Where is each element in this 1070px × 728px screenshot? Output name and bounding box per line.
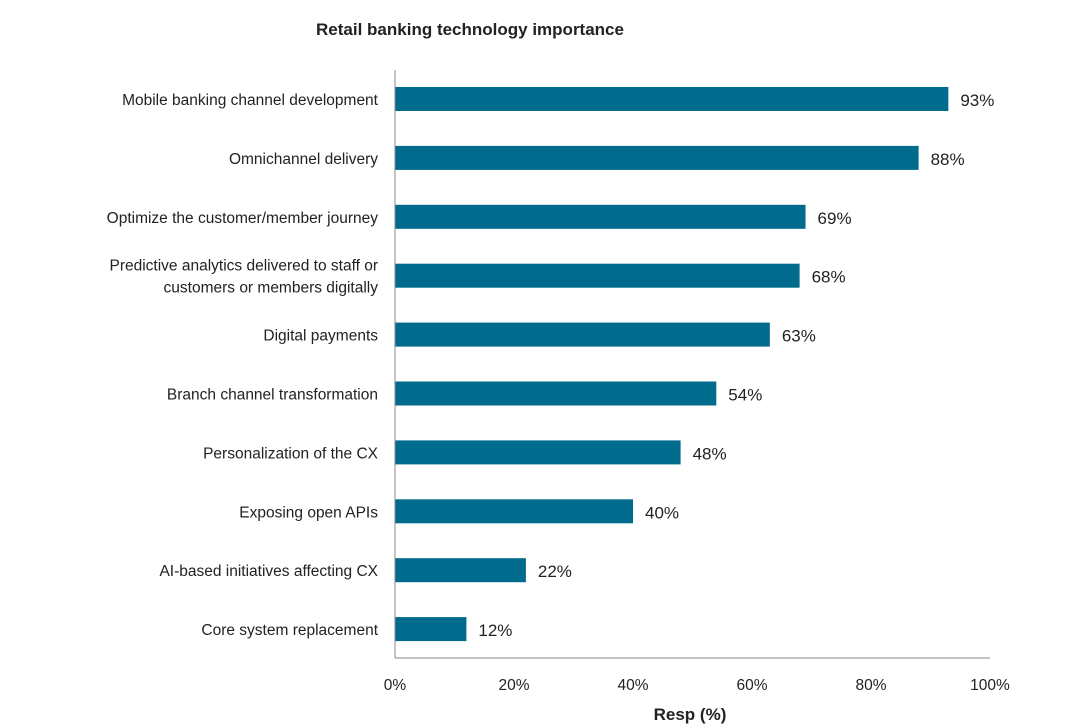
category-label: Exposing open APIs — [239, 504, 378, 521]
bar — [395, 145, 919, 170]
category-label: Mobile banking channel development — [122, 92, 379, 109]
bar — [395, 87, 949, 111]
data-label: 22% — [538, 562, 572, 581]
chart-title: Retail banking technology importance — [316, 20, 624, 39]
data-label: 63% — [782, 327, 816, 346]
x-tick-label: 80% — [855, 677, 886, 694]
category-label: Omnichannel delivery — [229, 151, 378, 168]
data-label: 12% — [478, 621, 512, 640]
bar — [395, 381, 717, 406]
category-label: Predictive analytics delivered to staff … — [109, 258, 378, 275]
data-label: 40% — [645, 503, 679, 522]
category-label: customers or members digitally — [164, 280, 379, 297]
bar — [395, 204, 806, 229]
bar — [395, 440, 681, 465]
x-tick-label: 40% — [617, 677, 648, 694]
x-tick-label: 0% — [384, 677, 407, 694]
data-label: 93% — [960, 91, 994, 110]
x-tick-label: 20% — [498, 677, 529, 694]
x-tick-label: 60% — [736, 677, 767, 694]
x-tick-label: 100% — [970, 677, 1010, 694]
category-label: Personalization of the CX — [203, 445, 379, 462]
data-label: 54% — [728, 386, 762, 405]
data-label: 69% — [818, 209, 852, 228]
data-label: 68% — [812, 268, 846, 287]
category-label: Branch channel transformation — [167, 387, 378, 404]
category-label: Optimize the customer/member journey — [107, 210, 379, 227]
bar — [395, 263, 800, 288]
data-label: 88% — [931, 150, 965, 169]
bar — [395, 322, 770, 347]
bar — [395, 499, 633, 524]
data-label: 48% — [693, 444, 727, 463]
category-label: Core system replacement — [201, 622, 378, 639]
category-label: AI-based initiatives affecting CX — [159, 563, 378, 580]
x-axis-label: Resp (%) — [654, 705, 727, 724]
bar — [395, 617, 467, 642]
bar — [395, 558, 526, 583]
category-label: Digital payments — [263, 328, 378, 345]
